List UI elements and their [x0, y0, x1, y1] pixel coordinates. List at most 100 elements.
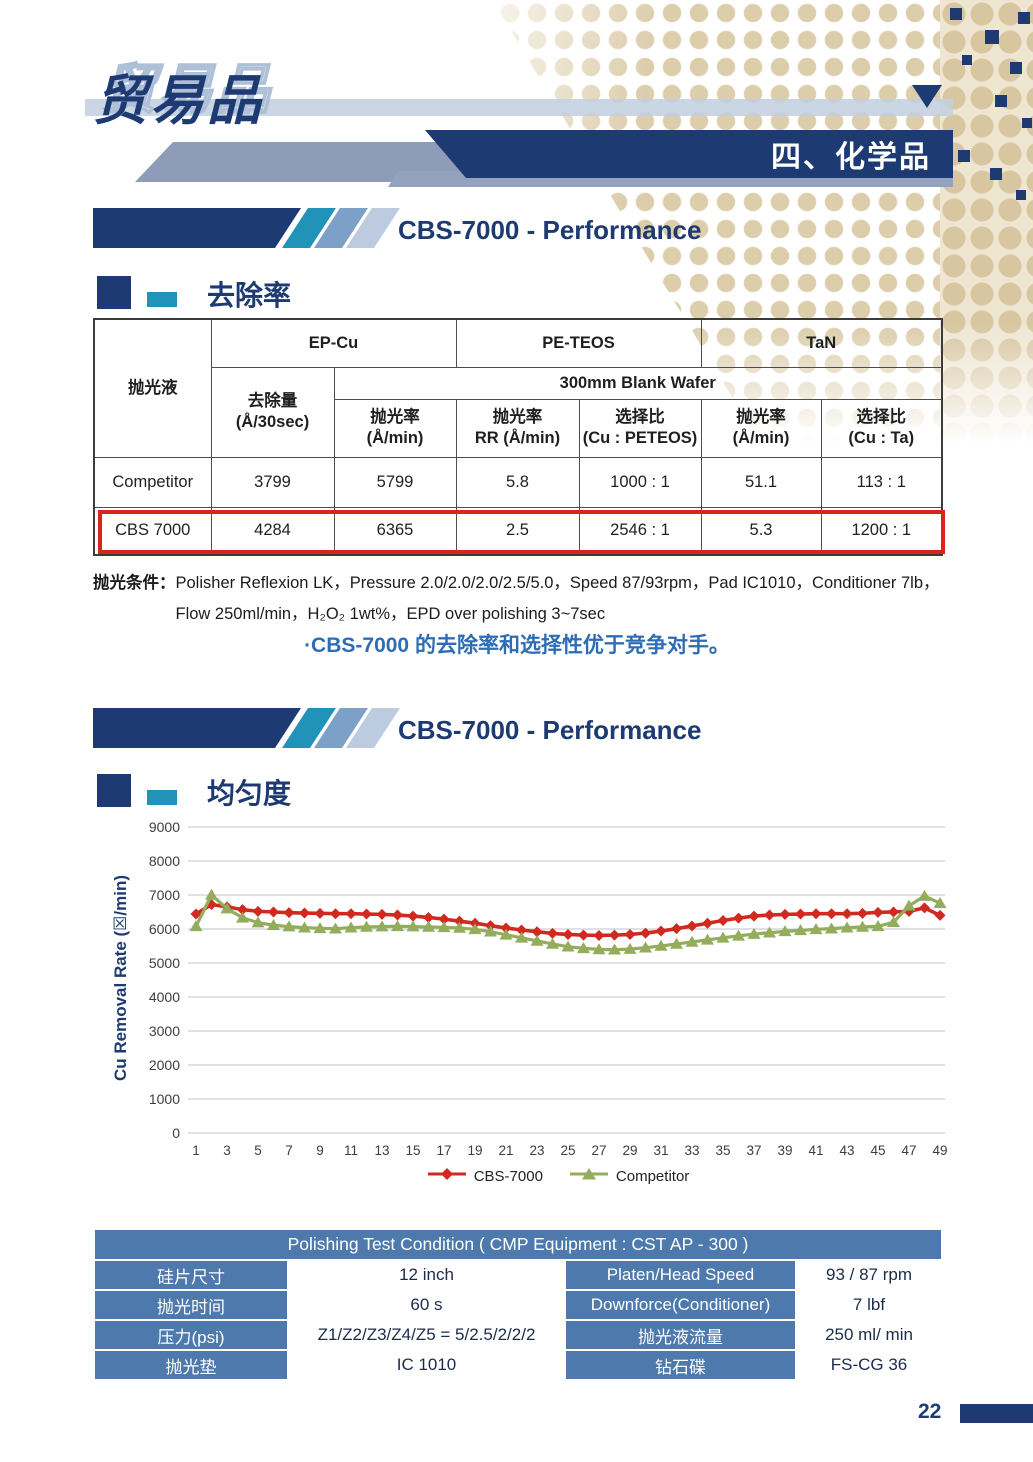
deco-square [1018, 12, 1030, 24]
deco-square [995, 95, 1007, 107]
svg-text:5000: 5000 [149, 955, 180, 971]
section2-header-bar [93, 708, 301, 748]
svg-text:43: 43 [839, 1143, 854, 1158]
polishing-test-condition-table: Polishing Test Condition ( CMP Equipment… [93, 1228, 943, 1381]
svg-text:7: 7 [285, 1143, 293, 1158]
svg-text:9: 9 [316, 1143, 324, 1158]
heading-square-teal [147, 790, 177, 805]
series-Competitor [189, 888, 947, 955]
svg-text:3000: 3000 [149, 1023, 180, 1039]
deco-square [1010, 62, 1022, 74]
section2-heading: 均匀度 [207, 778, 292, 809]
group-header-ep-cu: EP-Cu [210, 318, 457, 368]
chart-grid: 0 1000 2000 3000 4000 5000 6000 7000 8000 9000 [149, 819, 945, 1141]
svg-text:1: 1 [192, 1143, 200, 1158]
svg-text:9000: 9000 [149, 819, 180, 835]
svg-text:0: 0 [172, 1125, 180, 1141]
svg-text:7000: 7000 [149, 887, 180, 903]
table-row-competitor: Competitor 3799 5799 5.8 1000 : 1 51.1 1… [93, 456, 943, 508]
deco-square [985, 30, 999, 44]
legend-item-competitor: Competitor [569, 1167, 689, 1185]
deco-square [1016, 190, 1026, 200]
deco-square [958, 150, 970, 162]
svg-text:23: 23 [529, 1143, 544, 1158]
section1-heading: 去除率 [207, 280, 292, 311]
sub-header-rate-epcu: 抛光率 (Å/min) [333, 398, 457, 458]
svg-text:13: 13 [374, 1143, 389, 1158]
heading-square-navy [97, 774, 131, 807]
removal-rate-table: 抛光液 EP-Cu PE-TEOS TaN 去除量 (Å/30sec) 300m… [93, 318, 944, 556]
wafer-header: 300mm Blank Wafer [333, 366, 943, 400]
svg-text:45: 45 [870, 1143, 885, 1158]
svg-text:2000: 2000 [149, 1057, 180, 1073]
legend-item-cbs7000: CBS-7000 [427, 1167, 543, 1185]
deco-square [950, 8, 962, 20]
sub-header-removal-amount: 去除量 (Å/30sec) [210, 366, 335, 458]
sub-header-rate-tan: 抛光率 (Å/min) [700, 398, 822, 458]
chapter-banner-label: 四、化学品 [771, 141, 931, 174]
svg-text:19: 19 [467, 1143, 482, 1158]
table-row: 抛光时间 60 s Downforce(Conditioner) 7 lbf [93, 1289, 943, 1321]
table-corner-cell: 抛光液 [93, 318, 212, 458]
condition-table-header: Polishing Test Condition ( CMP Equipment… [93, 1228, 943, 1261]
table-row-cbs7000: CBS 7000 4284 6365 2.5 2546 : 1 5.3 1200… [93, 506, 943, 556]
section1-header-bar [93, 208, 301, 248]
svg-text:3: 3 [223, 1143, 231, 1158]
table-row: 抛光垫 IC 1010 钻石碟 FS-CG 36 [93, 1349, 943, 1381]
group-header-pe-teos: PE-TEOS [455, 318, 702, 368]
table-row: 硅片尺寸 12 inch Platen/Head Speed 93 / 87 r… [93, 1259, 943, 1291]
legend-label: Competitor [615, 1167, 690, 1185]
svg-text:35: 35 [715, 1143, 730, 1158]
series-CBS-7000 [190, 899, 946, 941]
condition-text: Polisher Reflexion LK，Pressure 2.0/2.0/2… [175, 574, 940, 623]
sub-header-selectivity-ta: 选择比 (Cu : Ta) [820, 398, 943, 458]
section1-title: CBS-7000 - Performance [398, 215, 702, 245]
conclusion-text: ·CBS-7000 的去除率和选择性优于竞争对手。 [304, 634, 730, 657]
deco-square [962, 55, 972, 65]
svg-text:1000: 1000 [149, 1091, 180, 1107]
legend-marker-cbs7000-icon [427, 1167, 467, 1185]
company-logo: 贸易品 贸易品 [93, 56, 271, 131]
svg-text:33: 33 [684, 1143, 699, 1158]
svg-text:5: 5 [254, 1143, 262, 1158]
svg-text:25: 25 [560, 1143, 575, 1158]
heading-square-navy [97, 276, 131, 309]
legend-marker-competitor-icon [569, 1167, 609, 1185]
condition-label: 抛光条件： [93, 574, 176, 592]
svg-text:11: 11 [344, 1143, 358, 1158]
heading-square-teal [147, 292, 177, 307]
svg-text:41: 41 [808, 1143, 823, 1158]
svg-text:27: 27 [591, 1143, 606, 1158]
group-header-tan: TaN [700, 318, 943, 368]
svg-text:47: 47 [901, 1143, 916, 1158]
deco-square [990, 168, 1002, 180]
svg-text:17: 17 [436, 1143, 451, 1158]
logo-outline-shadow: 贸易品 [101, 59, 273, 121]
polish-condition-note: 抛光条件： Polisher Reflexion LK，Pressure 2.0… [93, 568, 953, 630]
svg-text:8000: 8000 [149, 853, 180, 869]
svg-text:21: 21 [498, 1143, 513, 1158]
logo-underline-bar [85, 99, 953, 116]
sub-header-rate-peteos: 抛光率 RR (Å/min) [455, 398, 580, 458]
svg-text:15: 15 [405, 1143, 420, 1158]
deco-square [1022, 118, 1032, 128]
svg-text:4000: 4000 [149, 989, 180, 1005]
page-number: 22 [918, 1400, 942, 1423]
chapter-banner: 四、化学品 [425, 130, 953, 178]
legend-label: CBS-7000 [473, 1167, 543, 1185]
logo-text: 贸易品 [93, 71, 264, 131]
section2-title: CBS-7000 - Performance [398, 715, 702, 745]
table-row: 压力(psi) Z1/Z2/Z3/Z4/Z5 = 5/2.5/2/2/2 抛光液… [93, 1319, 943, 1351]
svg-text:31: 31 [653, 1143, 668, 1158]
svg-text:6000: 6000 [149, 921, 180, 937]
page-number-bar [960, 1404, 1033, 1423]
chart-x-ticks: 1 3 5 7 9 11 13 15 17 19 21 23 25 27 29 31 33 35 37 39 41 43 4… [192, 1143, 947, 1158]
svg-text:37: 37 [746, 1143, 761, 1158]
sub-header-selectivity-peteos: 选择比 (Cu : PETEOS) [578, 398, 702, 458]
chart-legend: CBS-7000 Competitor [93, 1167, 953, 1185]
chart-y-axis-label: Cu Removal Rate (☒/min) [111, 874, 130, 1082]
svg-text:29: 29 [622, 1143, 637, 1158]
down-triangle-icon [912, 85, 942, 108]
